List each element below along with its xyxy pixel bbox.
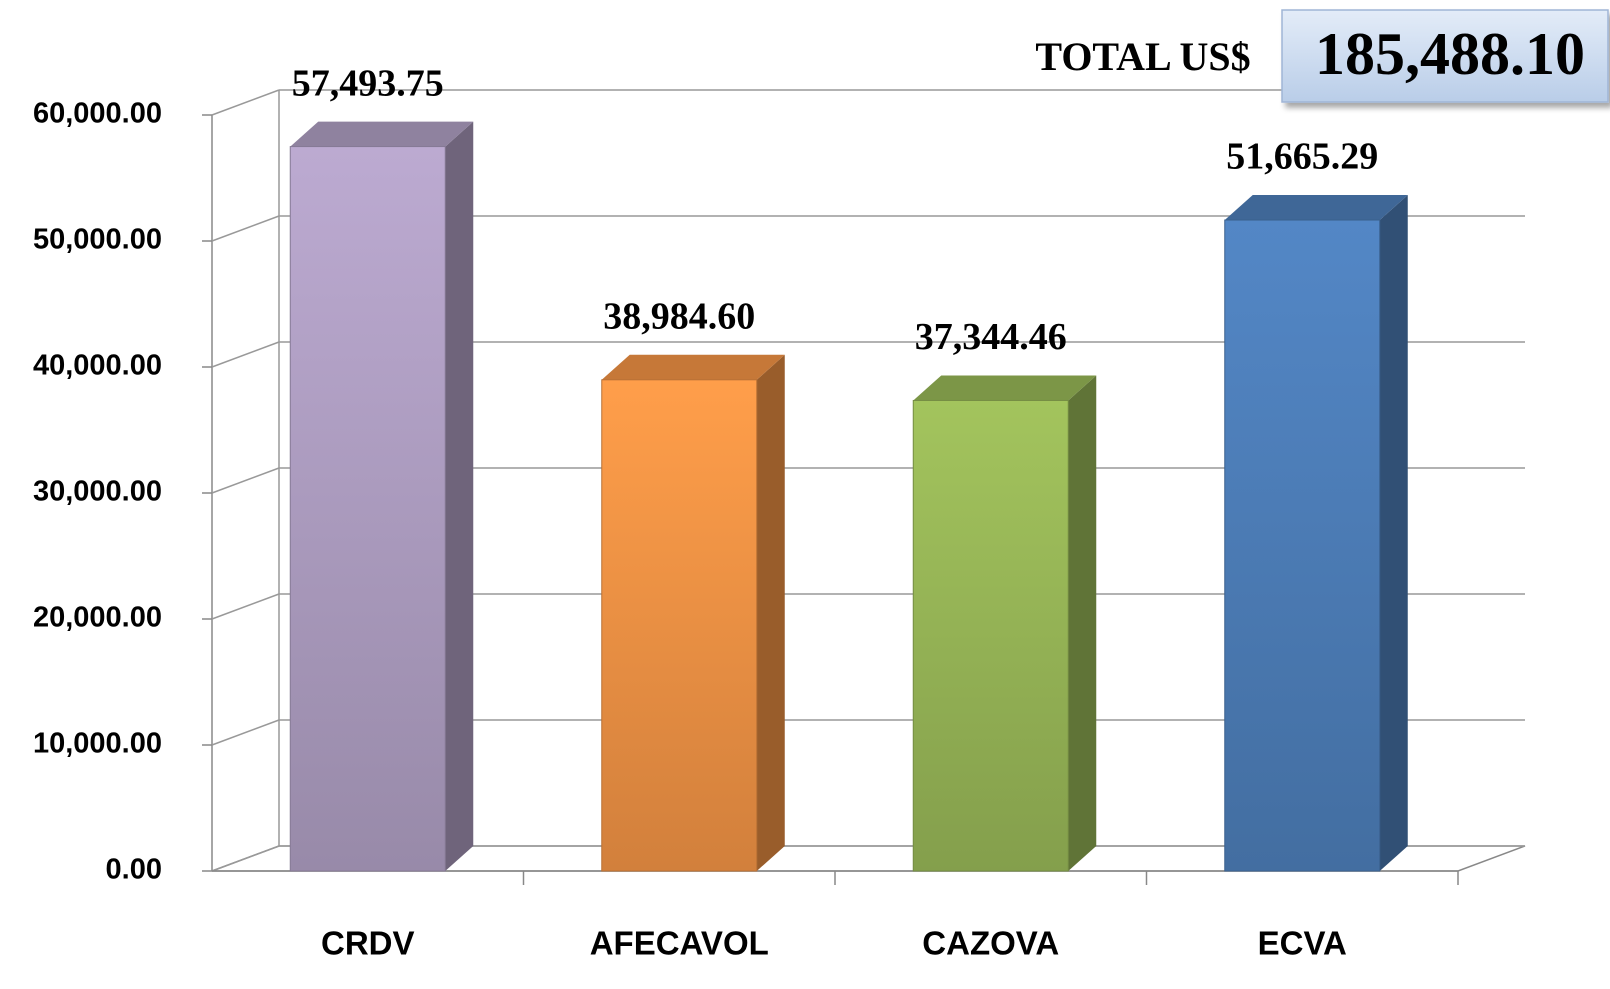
bar [601, 379, 758, 872]
y-tick-label: 30,000.00 [33, 476, 162, 508]
bar-side [445, 121, 474, 872]
x-tick-label: CAZOVA [922, 925, 1059, 962]
bar [912, 399, 1069, 872]
bar-side [1068, 375, 1097, 871]
bar [1224, 219, 1381, 872]
y-tick-label: 50,000.00 [33, 224, 162, 256]
total-value: 185,488.10 [1315, 21, 1585, 87]
total-box [1281, 9, 1609, 103]
value-label: 57,493.75 [292, 62, 444, 104]
grid-line-side [211, 467, 280, 494]
y-tick-label: 60,000.00 [33, 98, 162, 130]
y-tick-label: 20,000.00 [33, 602, 162, 634]
grid-line-side [211, 719, 280, 746]
value-label: 37,344.46 [915, 316, 1067, 358]
x-tick-label: CRDV [321, 925, 415, 962]
y-tick-label: 40,000.00 [33, 350, 162, 382]
bar [289, 146, 446, 872]
bar-side [756, 354, 785, 871]
grid-line-side [211, 215, 280, 242]
bar-top [601, 354, 785, 380]
y-tick-label: 10,000.00 [33, 728, 162, 760]
bar-top [290, 121, 474, 147]
plot-walls: 0.00 10,000.00 20,000.00 30,000.00 40,000.00… [33, 89, 1526, 886]
grid-line-side [211, 593, 280, 620]
y-tick-label: 0.00 [106, 854, 162, 886]
total-label: TOTAL US$ [1035, 34, 1250, 79]
bars: 57,493.75 38,984.60 37,344.46 51,665.29 [289, 62, 1408, 872]
x-tick-label: AFECAVOL [590, 925, 769, 962]
value-label: 51,665.29 [1226, 136, 1378, 178]
grid-line-side [211, 845, 280, 872]
value-label: 38,984.60 [603, 296, 755, 338]
bar-top [913, 375, 1097, 401]
grid-line-side [211, 89, 280, 116]
bar-top [1224, 195, 1408, 221]
grid-line-side [211, 341, 280, 368]
x-tick-label: ECVA [1258, 925, 1347, 962]
bar-side [1379, 195, 1408, 872]
